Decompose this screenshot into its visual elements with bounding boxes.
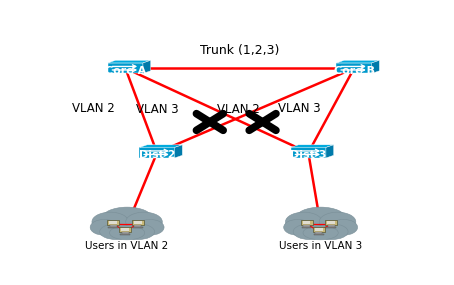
Bar <box>120 234 130 235</box>
Polygon shape <box>108 60 151 63</box>
FancyBboxPatch shape <box>327 221 335 224</box>
FancyBboxPatch shape <box>301 220 312 225</box>
FancyBboxPatch shape <box>315 228 323 231</box>
Bar <box>109 225 117 227</box>
FancyBboxPatch shape <box>107 220 119 225</box>
FancyBboxPatch shape <box>134 221 142 224</box>
Text: Users in VLAN 3: Users in VLAN 3 <box>279 241 362 251</box>
Polygon shape <box>291 145 334 147</box>
FancyBboxPatch shape <box>108 63 143 74</box>
FancyBboxPatch shape <box>325 220 337 225</box>
Ellipse shape <box>109 226 145 240</box>
Ellipse shape <box>330 219 358 235</box>
FancyBboxPatch shape <box>109 221 117 224</box>
Ellipse shape <box>314 224 348 240</box>
Text: Trunk (1,2,3): Trunk (1,2,3) <box>200 44 279 57</box>
Text: Core B: Core B <box>334 66 375 76</box>
Polygon shape <box>336 60 380 63</box>
Text: VLAN 2: VLAN 2 <box>217 103 259 116</box>
FancyBboxPatch shape <box>119 227 131 232</box>
Text: Core A: Core A <box>105 66 146 76</box>
Bar <box>303 225 310 227</box>
Ellipse shape <box>136 219 164 235</box>
Text: VLAN 3: VLAN 3 <box>278 102 321 115</box>
Ellipse shape <box>126 212 163 231</box>
Ellipse shape <box>90 219 118 235</box>
Ellipse shape <box>286 212 322 231</box>
Text: Dist 2: Dist 2 <box>139 150 175 160</box>
Ellipse shape <box>121 224 154 240</box>
Bar <box>328 225 335 227</box>
FancyBboxPatch shape <box>313 227 325 232</box>
Ellipse shape <box>102 207 153 230</box>
FancyBboxPatch shape <box>139 147 175 158</box>
FancyBboxPatch shape <box>336 63 372 74</box>
FancyBboxPatch shape <box>303 221 311 224</box>
FancyBboxPatch shape <box>132 220 143 225</box>
FancyBboxPatch shape <box>291 147 326 158</box>
Bar <box>134 225 141 227</box>
Ellipse shape <box>100 224 133 240</box>
Ellipse shape <box>295 207 346 230</box>
Text: Dist 3: Dist 3 <box>290 150 326 160</box>
Ellipse shape <box>284 219 312 235</box>
Ellipse shape <box>303 226 338 240</box>
Polygon shape <box>372 60 380 74</box>
Polygon shape <box>143 60 151 74</box>
Bar <box>122 232 129 234</box>
Text: Users in VLAN 2: Users in VLAN 2 <box>85 241 169 251</box>
Polygon shape <box>326 145 334 158</box>
Ellipse shape <box>92 212 128 231</box>
Bar <box>316 232 322 234</box>
FancyBboxPatch shape <box>122 228 129 231</box>
Text: VLAN 2: VLAN 2 <box>72 102 115 115</box>
Ellipse shape <box>293 224 327 240</box>
Polygon shape <box>175 145 183 158</box>
Ellipse shape <box>319 212 356 231</box>
Bar <box>314 234 324 235</box>
Text: VLAN 3: VLAN 3 <box>136 103 178 116</box>
Polygon shape <box>139 145 183 147</box>
